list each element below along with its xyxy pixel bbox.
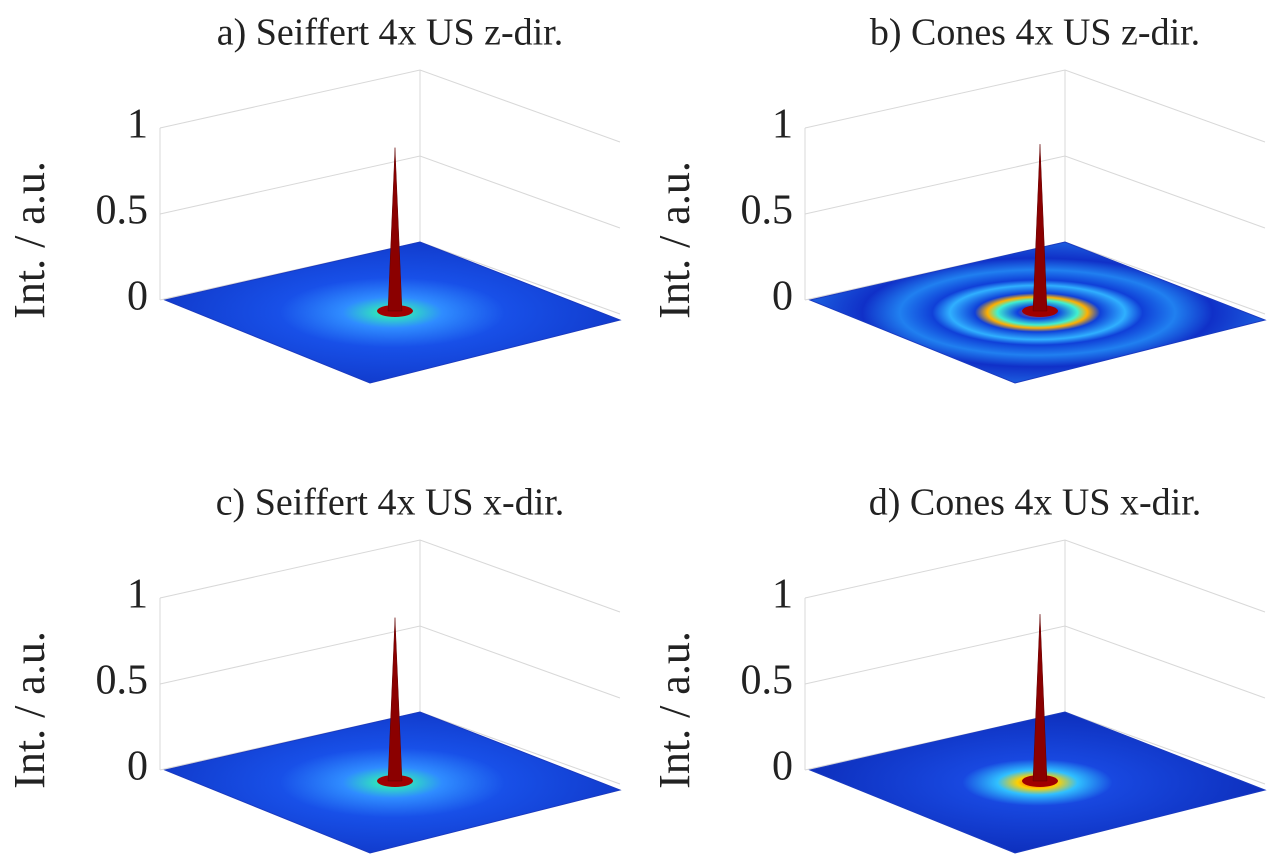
z-axis-label: Int. / a.u. [650, 161, 699, 319]
grid-line [159, 155, 621, 229]
z-tick-label: 0 [127, 744, 148, 790]
z-tick-label: 0 [127, 274, 148, 320]
subplot: c) Seiffert 4x US x-dir. Int. / a.u. 0 0.5 1 [5, 482, 622, 854]
z-tick-label: 0.5 [741, 188, 794, 234]
z-tick-label: 0 [772, 744, 793, 790]
z-tick-label: 0.5 [741, 658, 794, 704]
peak [1032, 614, 1048, 782]
z-tick-label: 1 [127, 572, 148, 618]
chart-title: c) Seiffert 4x US x-dir. [216, 482, 565, 524]
grid-line [804, 625, 1266, 699]
peak [387, 617, 403, 782]
grid-line [804, 539, 1266, 613]
grid-line [804, 69, 1266, 143]
z-axis-label: Int. / a.u. [5, 161, 54, 319]
subplot: a) Seiffert 4x US z-dir. Int. / a.u. 0 0.5 1 [5, 12, 622, 384]
z-tick-label: 1 [772, 102, 793, 148]
grid-line [159, 539, 621, 613]
grid-line [804, 155, 1266, 229]
z-tick-label: 1 [772, 572, 793, 618]
z-tick-label: 0 [772, 274, 793, 320]
z-tick-label: 0.5 [96, 188, 149, 234]
grid-line [159, 625, 621, 699]
z-tick-label: 0.5 [96, 658, 149, 704]
chart-title: d) Cones 4x US x-dir. [869, 482, 1202, 524]
chart-title: b) Cones 4x US z-dir. [870, 12, 1200, 54]
z-axis-label: Int. / a.u. [650, 631, 699, 789]
peak [387, 147, 403, 312]
z-axis-label: Int. / a.u. [5, 631, 54, 789]
z-tick-label: 1 [127, 102, 148, 148]
subplot: d) Cones 4x US x-dir. Int. / a.u. 0 0.5 1 [650, 482, 1267, 854]
grid-line [159, 69, 621, 143]
peak [1032, 144, 1048, 312]
subplot: b) Cones 4x US z-dir. Int. / a.u. 0 0.5 1 [650, 12, 1267, 384]
chart-title: a) Seiffert 4x US z-dir. [217, 12, 564, 54]
